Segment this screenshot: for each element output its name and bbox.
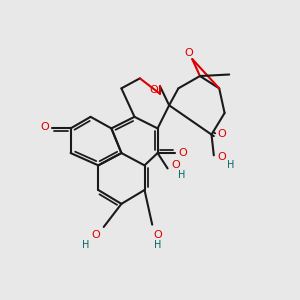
Text: O: O: [153, 230, 162, 240]
Text: O: O: [171, 160, 180, 170]
Text: O: O: [217, 152, 226, 162]
Text: O: O: [178, 148, 188, 158]
Text: O: O: [149, 85, 158, 95]
Text: H: H: [82, 240, 90, 250]
Text: H: H: [178, 169, 185, 180]
Text: O: O: [92, 230, 100, 240]
Text: O: O: [184, 48, 193, 58]
Text: O: O: [217, 129, 226, 139]
Text: O: O: [40, 122, 49, 132]
Text: H: H: [154, 240, 161, 250]
Text: H: H: [227, 160, 234, 170]
